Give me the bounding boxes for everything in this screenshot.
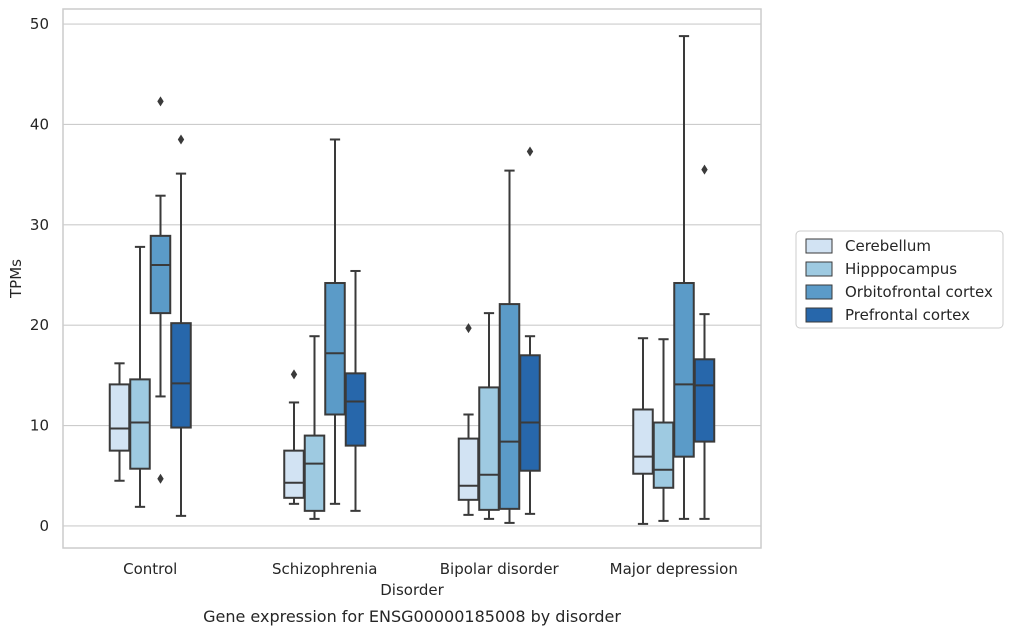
box-1-3: [344, 269, 367, 512]
box-1-2: [324, 138, 346, 505]
box-0-2: [149, 96, 172, 484]
x-tick-label: Bipolar disorder: [440, 560, 560, 578]
legend-label: Prefrontal cortex: [845, 306, 970, 324]
box-1-0: [283, 369, 305, 505]
y-tick-label: 50: [30, 15, 49, 33]
box-iqr: [498, 303, 521, 510]
x-tick-label: Major depression: [610, 560, 738, 578]
box-iqr: [344, 372, 367, 447]
box-2-0: [457, 323, 480, 516]
outlier-point: [465, 323, 472, 334]
box-iqr: [149, 234, 172, 315]
legend-frame: [795, 230, 1004, 329]
outlier-point: [177, 134, 185, 145]
box-iqr: [129, 378, 151, 470]
legend-swatch: [805, 261, 833, 277]
outlier-point: [526, 146, 534, 157]
y-tick-label: 30: [30, 216, 49, 234]
box-0-1: [129, 245, 151, 508]
x-tick-label: Schizophrenia: [272, 560, 377, 578]
box-iqr: [324, 282, 346, 416]
legend-label: Cerebellum: [845, 237, 931, 255]
y-tick-labels: 0 10 20 30 40 50: [30, 15, 49, 535]
y-tick-label: 20: [30, 316, 49, 334]
box-3-1: [652, 338, 675, 522]
box-iqr: [519, 354, 541, 472]
box-3-3: [693, 164, 716, 520]
box-plots: [108, 35, 716, 525]
legend: Cerebellum Hipppocampus Orbitofrontal cort…: [795, 230, 1004, 329]
x-tick-labels: Control Schizophrenia Bipolar disorder Majo…: [123, 560, 738, 578]
legend-label: Orbitofrontal cortex: [845, 283, 993, 301]
box-iqr: [673, 282, 695, 458]
x-tick-label: Control: [123, 560, 177, 578]
box-2-1: [478, 312, 500, 520]
box-0-3: [170, 134, 192, 517]
plot-frame: [62, 8, 762, 549]
box-iqr: [303, 434, 326, 512]
y-axis-label: TPMs: [7, 259, 25, 299]
y-tick-label: 10: [30, 417, 49, 435]
outlier-point: [157, 96, 164, 107]
outlier-point: [701, 164, 708, 175]
box-iqr: [652, 421, 675, 489]
box-iqr: [478, 386, 500, 511]
box-0-0: [108, 362, 131, 482]
chart-caption: Gene expression for ENSG00000185008 by d…: [203, 607, 621, 626]
box-iqr: [632, 408, 654, 475]
outlier-point: [290, 369, 298, 380]
box-3-0: [632, 337, 654, 525]
y-tick-label: 0: [39, 517, 49, 535]
box-iqr: [108, 383, 131, 452]
y-tick-label: 40: [30, 115, 49, 133]
box-iqr: [457, 437, 480, 501]
box-iqr: [693, 358, 716, 443]
legend-label: Hipppocampus: [845, 260, 957, 278]
box-iqr: [170, 322, 192, 429]
box-3-2: [673, 35, 695, 520]
legend-swatch: [805, 238, 833, 254]
box-2-2: [498, 169, 521, 524]
box-2-3: [519, 146, 541, 515]
x-axis-label: Disorder: [380, 581, 444, 599]
legend-swatch: [805, 307, 833, 323]
outlier-point: [157, 473, 164, 484]
legend-swatch: [805, 284, 833, 300]
box-iqr: [283, 449, 305, 499]
box-1-1: [303, 335, 326, 520]
